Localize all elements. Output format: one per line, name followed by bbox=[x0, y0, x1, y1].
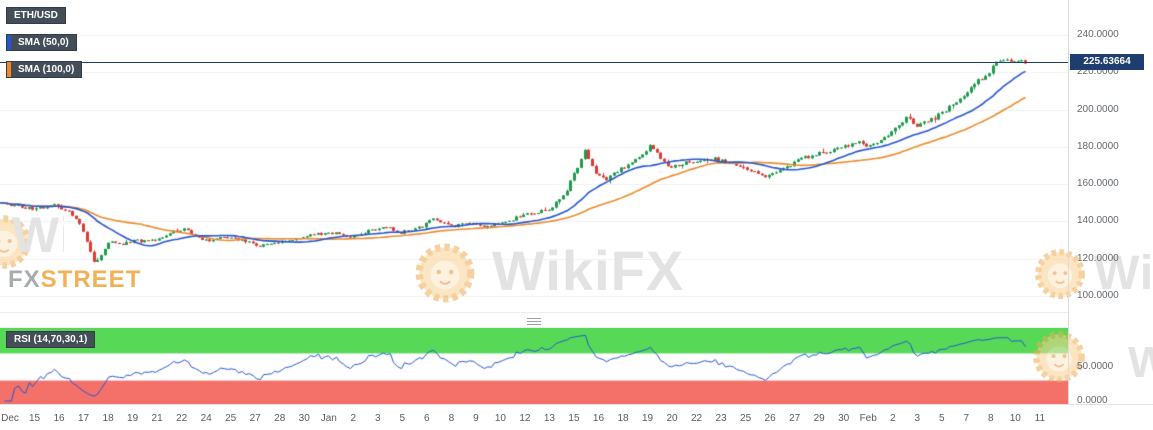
time-axis-label: 25 bbox=[740, 413, 752, 424]
last-price-label: 225.63664 bbox=[1070, 54, 1144, 70]
sma100-legend-label: SMA (100,0) bbox=[18, 64, 75, 75]
sma100-legend-badge[interactable]: SMA (100,0) bbox=[6, 61, 83, 78]
time-axis-label: 9 bbox=[473, 413, 479, 424]
pane-resize-handle[interactable] bbox=[527, 316, 541, 325]
sma100-color-stripe bbox=[7, 62, 11, 77]
time-axis-label: 13 bbox=[543, 413, 555, 424]
price-axis-tick: 240.0000 bbox=[1077, 29, 1119, 40]
pane-divider bbox=[0, 312, 1068, 328]
price-axis-tick: 180.0000 bbox=[1077, 140, 1119, 152]
time-axis-label: 3 bbox=[375, 413, 381, 424]
time-axis-label: 5 bbox=[938, 413, 945, 424]
time-axis-label: 23 bbox=[715, 413, 727, 424]
time-axis-label: 6 bbox=[424, 413, 430, 424]
rsi-panel-canvas[interactable] bbox=[0, 326, 1068, 404]
rsi-legend-label: RSI (14,70,30,1) bbox=[14, 334, 88, 345]
time-axis-label: 29 bbox=[813, 413, 825, 424]
time-axis-label: 16 bbox=[592, 413, 605, 424]
last-price-line bbox=[0, 62, 1069, 63]
time-axis-label: 27 bbox=[249, 413, 261, 424]
time-axis-label: 28 bbox=[274, 413, 286, 424]
main-chart-canvas[interactable] bbox=[0, 0, 1068, 312]
time-axis-label: 11 bbox=[1034, 413, 1046, 424]
price-axis-tick: 140.0000 bbox=[1077, 215, 1119, 227]
time-axis-label: 2 bbox=[889, 413, 896, 424]
symbol-badge[interactable]: ETH/USD bbox=[6, 7, 66, 24]
price-axis-tick: 160.0000 bbox=[1077, 178, 1119, 190]
time-axis-label: Feb bbox=[859, 413, 877, 424]
time-axis-label: 2 bbox=[350, 413, 357, 424]
sma50-color-stripe bbox=[7, 35, 11, 50]
price-axis-tick: 100.0000 bbox=[1077, 290, 1119, 301]
time-axis-label: 18 bbox=[617, 413, 629, 424]
time-axis-label: 16 bbox=[53, 413, 65, 424]
time-axis-label: 22 bbox=[690, 413, 703, 424]
time-axis[interactable]: Dec 15 16 17 18 19 21 22 24 25 27 28 30 Jan 2 3 5 6 8 9 10 12… bbox=[0, 404, 1153, 430]
sma50-legend-badge[interactable]: SMA (50,0) bbox=[6, 34, 77, 51]
price-axis-tick: 220.0000 bbox=[1077, 66, 1119, 78]
time-axis-label: 7 bbox=[963, 413, 970, 424]
sma50-legend-label: SMA (50,0) bbox=[18, 37, 69, 48]
time-axis-label: 3 bbox=[914, 413, 921, 424]
time-axis-label: Jan bbox=[320, 413, 337, 424]
price-axis[interactable]: 240.0000 220.0000 200.0000 180.0000 160.0000… bbox=[1068, 0, 1153, 406]
time-axis-label: 19 bbox=[641, 413, 654, 424]
rsi-axis-tick: 50.0000 bbox=[1077, 361, 1114, 372]
time-axis-label: 22 bbox=[176, 413, 188, 424]
price-axis-tick: 120.0000 bbox=[1077, 252, 1119, 264]
time-axis-label: 10 bbox=[494, 413, 506, 424]
time-axis-label: 25 bbox=[225, 413, 237, 424]
time-axis-label: 17 bbox=[77, 413, 90, 424]
time-axis-label: 10 bbox=[1009, 413, 1021, 424]
time-axis-label: 19 bbox=[127, 413, 139, 424]
time-axis-label: 30 bbox=[298, 413, 310, 424]
time-axis-label: 26 bbox=[764, 413, 776, 424]
time-axis-label: 15 bbox=[568, 413, 580, 424]
time-axis-label: 15 bbox=[28, 413, 41, 424]
time-axis-label: 24 bbox=[200, 413, 212, 424]
symbol-badge-label: ETH/USD bbox=[14, 10, 58, 21]
time-axis-label: 5 bbox=[399, 413, 406, 424]
rsi-axis-tick: 0.0000 bbox=[1077, 395, 1108, 406]
time-axis-label: 20 bbox=[666, 413, 678, 424]
time-axis-label: 30 bbox=[838, 413, 850, 424]
time-axis-label: 8 bbox=[988, 413, 994, 424]
time-axis-label: 8 bbox=[448, 413, 455, 424]
time-axis-label: 12 bbox=[519, 413, 531, 424]
time-axis-label: 18 bbox=[102, 413, 114, 424]
rsi-legend-badge[interactable]: RSI (14,70,30,1) bbox=[6, 331, 96, 348]
time-axis-label: Dec bbox=[1, 413, 19, 424]
time-axis-label: 27 bbox=[789, 413, 801, 424]
time-axis-label: 21 bbox=[151, 413, 163, 424]
price-axis-tick: 200.0000 bbox=[1077, 103, 1119, 115]
